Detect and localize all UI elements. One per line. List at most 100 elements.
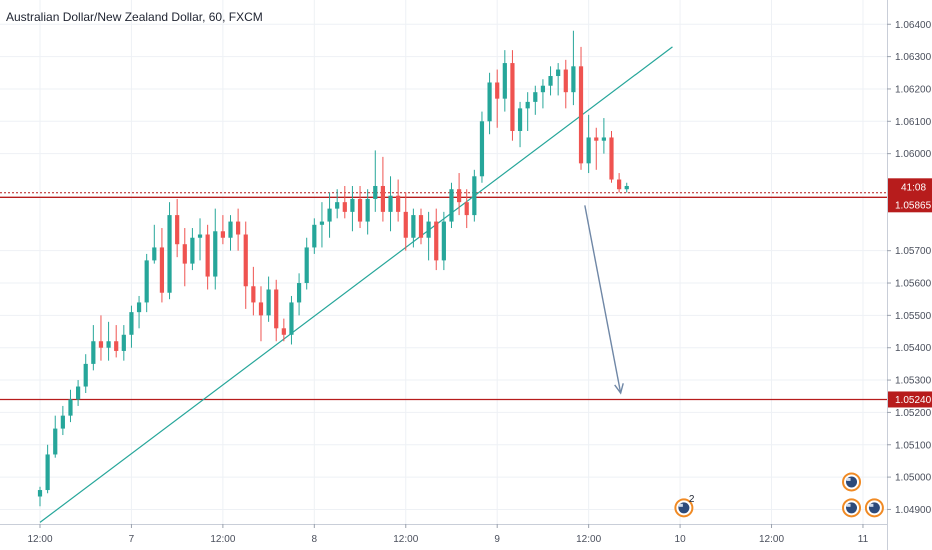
candle [457,173,462,216]
candle-body [129,312,134,335]
candle-body [479,121,485,177]
price-tick-label: 1.06000 [895,149,932,160]
time-tick-label: 12:00 [210,534,235,545]
candle [556,63,561,96]
candle-body [502,63,507,99]
candle-body [441,221,446,261]
candle [281,318,286,342]
candle-body [91,341,96,364]
economic-event-icon[interactable] [842,472,862,492]
time-tick-label: 9 [494,534,500,545]
candle-body [106,341,111,348]
price-axis-bg [887,0,932,550]
price-tick-label: 1.05300 [895,376,932,387]
candle-body [266,289,271,316]
candle-body [45,454,50,491]
candle [624,182,629,193]
candle-body [357,198,363,222]
candle [236,208,241,251]
time-tick-label: 12:00 [759,534,784,545]
time-tick-label: 12:00 [393,534,418,545]
time-axis[interactable]: 12:00 7 12:00 8 12:00 9 12:00 10 12:00 11 [0,524,887,550]
price-tick-label: 1.06200 [895,84,932,95]
candle [586,114,591,174]
candle [571,30,576,106]
candle [213,208,218,290]
candle-body [213,231,218,277]
candle-body [373,185,378,199]
candle [159,228,165,303]
candle-body [296,283,302,303]
candle [319,202,325,248]
candle [464,189,469,229]
candle [449,182,454,229]
candle-body [487,82,492,122]
trendline-layer [39,46,673,523]
candle [205,224,210,290]
candle-body [319,221,325,225]
price-tick-label: 1.05200 [895,408,932,419]
price-tag-current[interactable]: 41:08 1.05865 [888,178,932,213]
candle-body [327,208,332,222]
price-tag-target-label: 1.05240 [895,395,932,406]
candle [190,228,195,271]
candle [525,92,530,131]
candle-body [403,211,408,238]
candle [540,79,546,109]
time-axis-bg [0,524,887,550]
price-tag-target[interactable]: 1.05240 [888,391,932,408]
price-axis[interactable]: 1.06400 1.06300 1.06200 1.06100 1.06000 1.057… [887,0,932,550]
candle-body [37,490,43,497]
candle [289,295,294,345]
time-tick-label: 12:00 [576,534,601,545]
economic-event-icon[interactable] [842,498,862,518]
candle [136,295,142,329]
economic-event-icon[interactable] [864,498,884,518]
candle-body [388,195,393,212]
price-tick-label: 1.05400 [895,343,932,354]
candle [388,176,393,232]
candle [594,127,599,170]
candle-body [251,286,256,303]
candle [578,46,584,170]
candle [182,228,187,287]
candle-body [220,231,225,238]
candle [472,169,477,222]
candle [327,192,332,238]
candle [220,215,225,245]
candle-body [60,415,65,429]
candle-body [243,234,248,287]
candle [495,69,500,128]
time-tick-label: 12:00 [27,534,52,545]
countdown-label: 41:08 [901,182,926,193]
candle-body [205,234,210,277]
candle-body [236,221,241,235]
candle-body [457,189,462,203]
candle [37,486,43,507]
candle-body [601,137,606,141]
candle-body [167,215,172,293]
candle-body [594,137,599,141]
candle-body [556,69,561,77]
price-tag-current-bg [888,178,932,213]
candle [53,415,58,458]
candle [68,389,73,423]
economic-event-icon[interactable]: 2 [674,494,695,518]
candle [266,276,271,322]
candle [114,325,119,358]
time-tick-label: 10 [675,534,687,545]
candle-body [525,101,530,109]
candle-body [304,247,309,284]
candle [533,85,538,115]
candle-body [289,302,294,335]
event-flag-canton [869,503,874,507]
candle-body [53,428,58,455]
candle [197,218,203,261]
candle-body [426,221,431,238]
candle-body [510,63,515,131]
candle-body [548,76,553,86]
candle-body [159,247,165,293]
candle-body [152,247,157,261]
candle-body [578,66,584,164]
